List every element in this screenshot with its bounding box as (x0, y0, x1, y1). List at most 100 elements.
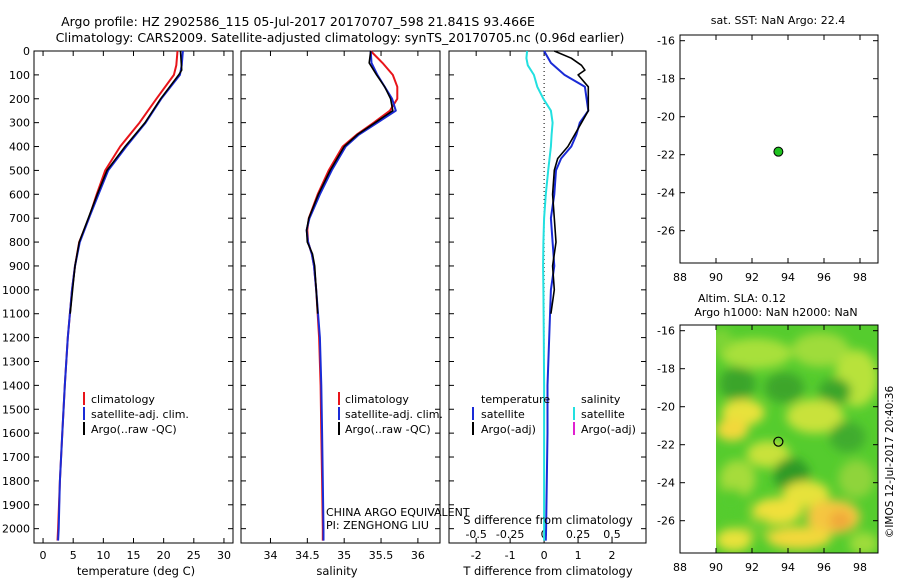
y-tick-label: 1300 (2, 355, 30, 368)
x-tick-label: 98 (853, 271, 867, 284)
difference-panel: -2 -1 0 1 2-0.5 -0.25 0 0.25 0.5 (448, 50, 647, 562)
x-tick-label: 88 (673, 271, 687, 284)
salinity-xlabel: salinity (316, 564, 357, 578)
x-tick-label: 1 (575, 549, 582, 562)
x-tick-label: 90 (709, 561, 723, 574)
x-tick-label: 20 (157, 549, 171, 562)
x-tick-label: 34 (263, 549, 277, 562)
legend-label-s-satellite: satellite (581, 408, 625, 421)
legend-label-climatology: climatology (91, 393, 155, 406)
temperature-legend: climatology satellite-adj. clim. Argo(..… (83, 392, 189, 436)
sla-map-subtitle: Argo h1000: NaN h2000: NaN (694, 306, 857, 319)
legend-label-t-satellite: satellite (481, 408, 525, 421)
x-tick-label: 30 (217, 549, 231, 562)
y-tick-label: 1200 (2, 332, 30, 345)
series-t-argo-line (550, 50, 590, 314)
sst-map-title: sat. SST: NaN Argo: 22.4 (711, 14, 845, 27)
y-tick-label: -24 (657, 477, 675, 490)
y-tick-label: -22 (657, 439, 675, 452)
difference-xlabel: T difference from climatology (462, 564, 633, 578)
legend-title-temperature: temperature (481, 393, 550, 406)
heatmap-cell (764, 372, 805, 403)
y-tick-label: 900 (9, 260, 30, 273)
legend-label-satellite: satellite-adj. clim. (91, 408, 189, 421)
heatmap-blobs (716, 328, 878, 553)
y-tick-label: 1400 (2, 379, 30, 392)
sla-map-panel: 88 90 92 94 96 98 -16 -18 -20 -22 -24 -26 (657, 324, 879, 574)
legend-label-argo: Argo(..raw -QC) (91, 423, 177, 436)
y-tick-label: 200 (9, 93, 30, 106)
x-tick-label: 25 (187, 549, 201, 562)
y-tick-label: -26 (657, 225, 675, 238)
legend-label-satellite: satellite-adj. clim. (345, 408, 443, 421)
y-tick-label: 800 (9, 236, 30, 249)
x-tick-label: 34.5 (295, 549, 320, 562)
y-tick-label: 1600 (2, 427, 30, 440)
y-tick-label: 400 (9, 141, 30, 154)
salinity-legend: climatology satellite-adj. clim. Argo(..… (338, 392, 443, 436)
x-tick-label: -1 (505, 549, 516, 562)
heatmap-cell (791, 332, 850, 367)
sla-heatmap (716, 325, 878, 553)
heatmap-cell (746, 440, 790, 468)
x-tick-label: 0 (40, 549, 47, 562)
x-tick-label: 0 (541, 549, 548, 562)
temperature-xlabel: temperature (deg C) (77, 564, 195, 578)
legend-label-t-argo: Argo(-adj) (481, 423, 536, 436)
y-tick-label: 2000 (2, 523, 30, 536)
x-tick-label: 88 (673, 561, 687, 574)
y-tick-label: -18 (657, 363, 675, 376)
temperature-panel: 0 5 10 15 20 25 300100200300400500600700800900… (2, 45, 234, 562)
salinity-difference-tick-label: 0.5 (603, 528, 621, 541)
imos-timestamp: ©IMOS 12-Jul-2017 20:40:36 (884, 386, 896, 539)
heatmap-cell (719, 366, 756, 401)
difference-top-xlabel: S difference from climatology (463, 513, 633, 527)
heatmap-cell (716, 488, 747, 515)
series-t-satellite-line (543, 50, 590, 541)
y-tick-label: 700 (9, 212, 30, 225)
y-tick-label: -16 (657, 35, 675, 48)
y-tick-label: -18 (657, 73, 675, 86)
y-tick-label: 300 (9, 117, 30, 130)
legend-label-climatology: climatology (345, 393, 409, 406)
heatmap-cell (719, 459, 756, 498)
heatmap-cell (752, 497, 803, 525)
plot-frame (240, 50, 441, 544)
heatmap-cell (766, 526, 832, 550)
heatmap-cell (743, 516, 772, 536)
y-tick-label: 500 (9, 164, 30, 177)
x-tick-label: 2 (609, 549, 616, 562)
y-tick-label: -20 (657, 111, 675, 124)
sla-map-title: Altim. SLA: 0.12 (698, 292, 786, 305)
plot-frame (679, 34, 879, 264)
y-tick-label: -22 (657, 149, 675, 162)
difference-legend: temperature salinity satellite Argo(-adj… (472, 393, 636, 436)
y-tick-label: 1000 (2, 284, 30, 297)
x-tick-label: 94 (781, 271, 795, 284)
plot-frame (679, 324, 879, 554)
y-tick-label: 1900 (2, 499, 30, 512)
y-tick-label: 1800 (2, 475, 30, 488)
heatmap-cell (829, 511, 851, 531)
x-tick-label: 96 (817, 271, 831, 284)
x-tick-label: 35 (337, 549, 351, 562)
salinity-difference-tick-label: 0.25 (566, 528, 591, 541)
figure-title-line2: Climatology: CARS2009. Satellite-adjuste… (56, 30, 625, 45)
sst-map-panel: 88 90 92 94 96 98 -16 -18 -20 -22 -24 -26 (657, 34, 879, 284)
heatmap-cell (716, 328, 733, 352)
salinity-panel: 34 34.5 35 35.5 36 (240, 50, 441, 562)
heatmap-cell (716, 528, 752, 552)
salinity-difference-tick-label: -0.25 (496, 528, 524, 541)
y-tick-label: -26 (657, 515, 675, 528)
legend-title-salinity: salinity (581, 393, 621, 406)
y-tick-label: 100 (9, 69, 30, 82)
float-owner-line1: CHINA ARGO EQUIVALENT (326, 506, 470, 519)
y-tick-label: 1500 (2, 403, 30, 416)
heatmap-cell (818, 378, 851, 405)
y-tick-label: 1100 (2, 308, 30, 321)
series-s-satellite-line (525, 50, 554, 541)
x-tick-label: 10 (96, 549, 110, 562)
series-argo-line (305, 50, 394, 314)
heatmap-cell (719, 338, 792, 369)
